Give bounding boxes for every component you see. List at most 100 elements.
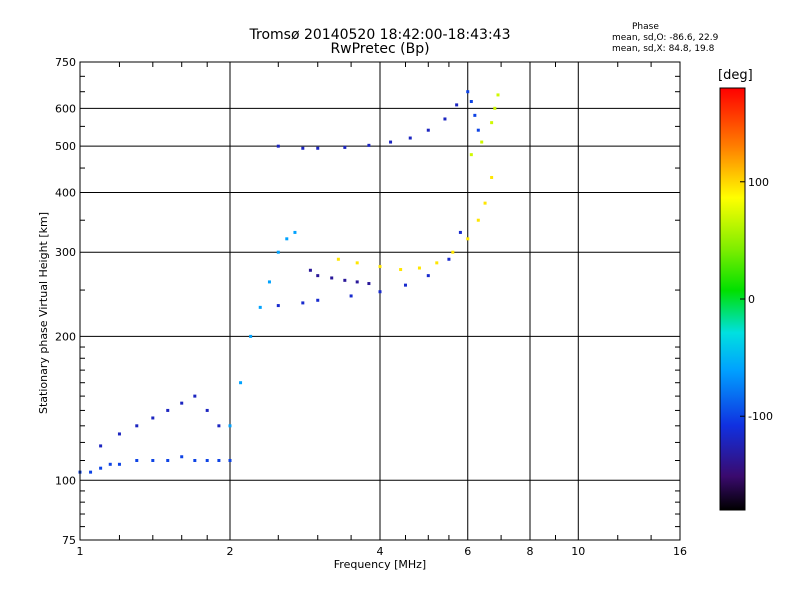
data-point xyxy=(389,140,393,144)
grid-lines xyxy=(80,62,680,540)
data-point xyxy=(476,218,480,222)
phase-stats-title: Phase xyxy=(632,22,659,32)
y-tick-label: 750 xyxy=(55,56,76,69)
axis-labels: 1 2 4 6 8 10 16 75 100 200 300 400 500 600 750 Frequenc… xyxy=(37,56,687,571)
data-point xyxy=(403,283,407,287)
y-tick-label: 100 xyxy=(55,474,76,487)
data-point xyxy=(205,458,209,462)
data-point xyxy=(228,424,232,428)
data-point xyxy=(166,458,170,462)
y-tick-label: 200 xyxy=(55,330,76,343)
data-point xyxy=(451,250,455,254)
data-point xyxy=(378,265,382,269)
x-tick-label: 16 xyxy=(673,545,687,558)
x-tick-label: 1 xyxy=(77,545,84,558)
x-tick-label: 2 xyxy=(227,545,234,558)
colorbar-tick-label: 0 xyxy=(748,293,755,306)
data-point xyxy=(135,458,139,462)
data-point xyxy=(378,290,382,294)
data-point xyxy=(99,444,103,448)
data-point xyxy=(349,294,353,298)
colorbar-ticks: 100 0 -100 xyxy=(740,176,773,423)
data-point xyxy=(426,128,430,132)
data-point xyxy=(228,458,232,462)
data-point xyxy=(193,394,197,398)
data-point xyxy=(473,113,477,117)
data-point xyxy=(483,201,487,205)
data-point xyxy=(301,146,305,150)
data-point xyxy=(480,140,484,144)
data-point xyxy=(117,462,121,466)
data-point xyxy=(355,280,359,284)
data-point xyxy=(330,276,334,280)
data-point xyxy=(267,280,271,284)
data-point xyxy=(336,257,340,261)
data-point xyxy=(443,117,447,121)
data-point xyxy=(343,145,347,149)
data-point xyxy=(435,261,439,265)
data-point xyxy=(293,230,297,234)
data-point xyxy=(367,143,371,147)
phase-stats-x-mode: mean, sd,X: 84.8, 19.8 xyxy=(612,44,715,54)
data-point xyxy=(417,266,421,270)
data-point xyxy=(193,458,197,462)
data-point xyxy=(316,298,320,302)
data-point xyxy=(466,90,470,94)
data-point xyxy=(135,424,139,428)
data-point xyxy=(249,334,253,338)
data-point xyxy=(469,100,473,104)
data-point xyxy=(308,268,312,272)
chart-subtitle: RwPretec (Bp) xyxy=(330,41,430,57)
data-points xyxy=(78,90,500,474)
data-point xyxy=(108,462,112,466)
data-point xyxy=(276,144,280,148)
y-axis-label: Stationary phase Virtual Height [km] xyxy=(37,212,50,414)
data-point xyxy=(301,301,305,305)
x-tick-label: 4 xyxy=(377,545,384,558)
x-axis-label: Frequency [MHz] xyxy=(334,558,426,571)
data-point xyxy=(166,408,170,412)
chart-title: Tromsø 20140520 18:42:00-18:43:43 xyxy=(249,27,511,43)
data-point xyxy=(151,416,155,420)
y-tick-label: 75 xyxy=(62,534,76,547)
x-tick-label: 6 xyxy=(464,545,471,558)
data-point xyxy=(258,305,262,309)
data-point xyxy=(276,250,280,254)
data-point xyxy=(408,136,412,140)
data-point xyxy=(476,128,480,132)
y-tick-label: 400 xyxy=(55,186,76,199)
x-tick-label: 10 xyxy=(571,545,585,558)
data-point xyxy=(217,458,221,462)
y-tick-label: 600 xyxy=(55,102,76,115)
x-tick-label: 8 xyxy=(527,545,534,558)
colorbar-tick-label: -100 xyxy=(748,410,773,423)
y-tick-label: 300 xyxy=(55,246,76,259)
data-point xyxy=(355,261,359,265)
data-point xyxy=(399,268,403,272)
data-point xyxy=(217,424,221,428)
data-point xyxy=(426,274,430,278)
data-point xyxy=(466,237,470,241)
data-point xyxy=(316,146,320,150)
data-point xyxy=(493,106,497,110)
phase-stats-o-mode: mean, sd,O: -86.6, 22.9 xyxy=(612,33,719,43)
data-point xyxy=(276,304,280,308)
colorbar-tick-label: 100 xyxy=(748,176,769,189)
data-point xyxy=(458,230,462,234)
colorbar-unit-label: [deg] xyxy=(718,68,753,83)
data-point xyxy=(239,381,243,385)
plot-frame xyxy=(79,61,681,541)
data-point xyxy=(285,237,289,241)
data-point xyxy=(343,278,347,282)
data-point xyxy=(447,257,451,261)
y-tick-label: 500 xyxy=(55,140,76,153)
data-point xyxy=(490,175,494,179)
data-point xyxy=(89,470,93,474)
data-point xyxy=(496,93,500,97)
axis-ticks xyxy=(80,62,680,540)
data-point xyxy=(117,432,121,436)
data-point xyxy=(180,455,184,459)
data-point xyxy=(469,153,473,157)
data-point xyxy=(205,408,209,412)
